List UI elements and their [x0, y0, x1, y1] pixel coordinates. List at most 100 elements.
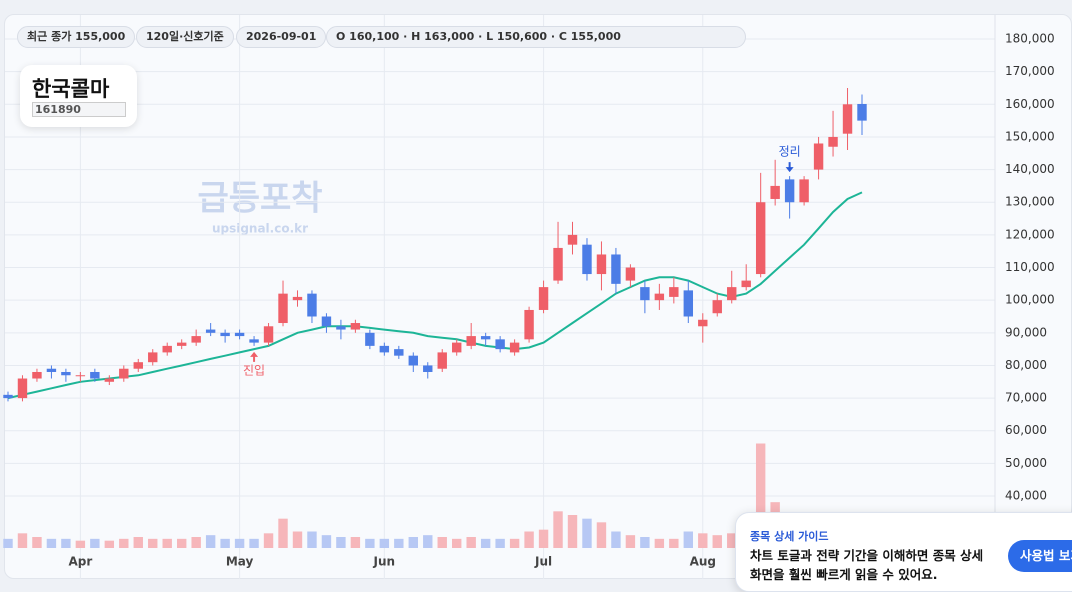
volume-bar: [466, 537, 476, 548]
entry-arrow: [250, 351, 259, 362]
candle-body: [104, 378, 115, 382]
volume-bar: [640, 537, 650, 548]
x-tick-label: Aug: [690, 555, 716, 569]
candle-body: [611, 254, 621, 284]
candle-body: [669, 287, 679, 297]
candle-body: [813, 143, 824, 170]
x-tick-label: Jul: [534, 555, 552, 569]
ma-line: [7, 191, 863, 400]
candle-body: [538, 287, 549, 310]
volume-bar: [524, 531, 534, 548]
volume-bar: [365, 538, 375, 548]
y-tick-label: 100,000: [1005, 293, 1055, 307]
candle-body: [842, 104, 853, 134]
watermark-site: upsignal.co.kr: [212, 222, 308, 236]
candle-body: [857, 103, 867, 121]
volume-bar: [176, 538, 187, 548]
candle-body: [770, 185, 780, 199]
volume-bar: [683, 531, 694, 548]
entry-label: 진입: [243, 363, 265, 377]
volume-bar: [234, 538, 245, 548]
candle-body: [698, 319, 708, 327]
chart-panel: [4, 14, 1072, 579]
pill: 최근 종가 155,000: [17, 26, 136, 48]
candle-body: [683, 290, 694, 317]
candle-body: [755, 202, 766, 275]
candle-body: [596, 254, 607, 275]
stock-box: 한국콜마 161890: [20, 65, 137, 127]
candle-body: [799, 179, 809, 203]
y-tick-label: 150,000: [1005, 129, 1055, 143]
candle-body: [466, 336, 476, 346]
volume-bar: [75, 540, 86, 548]
pill: 2026-09-01: [236, 26, 327, 48]
volume-bar: [408, 537, 418, 548]
y-tick-label: 90,000: [1005, 325, 1047, 339]
volume-bar: [452, 538, 462, 548]
y-tick-label: 50,000: [1005, 456, 1047, 470]
candle-body: [828, 136, 838, 147]
volume-bar: [654, 538, 665, 548]
volume-bar: [321, 535, 332, 548]
candle-body: [75, 375, 86, 377]
candle-body: [350, 323, 361, 330]
volume-bar: [394, 538, 404, 548]
candle-body: [32, 371, 42, 379]
candle-body: [495, 339, 505, 350]
pill: O 160,100 · H 163,000 · L 150,600 · C 15…: [326, 26, 746, 48]
stock-code: 161890: [32, 102, 126, 117]
candle-body: [17, 378, 28, 399]
y-tick-label: 110,000: [1005, 260, 1055, 274]
volume-bar: [32, 537, 42, 548]
guide-button[interactable]: 사용법 보기: [1008, 540, 1072, 572]
candle-body: [437, 352, 447, 369]
volume-bar: [755, 443, 766, 548]
volume-bar: [249, 538, 259, 548]
candle-body: [46, 368, 57, 372]
x-tick-label: May: [226, 555, 254, 569]
candle-body: [90, 371, 100, 379]
volume-bar: [495, 538, 505, 548]
candle-body: [278, 293, 288, 324]
y-tick-label: 130,000: [1005, 195, 1055, 209]
volume-bar: [669, 538, 679, 548]
y-tick-label: 40,000: [1005, 489, 1047, 503]
volume-bar: [596, 522, 607, 548]
candle-body: [176, 342, 187, 346]
y-tick-label: 120,000: [1005, 227, 1055, 241]
pill: 120일·신호기준: [136, 26, 234, 48]
volume-bar: [220, 538, 230, 548]
volume-bar: [263, 533, 274, 548]
candle-body: [249, 339, 259, 343]
candle-body: [379, 345, 390, 353]
x-tick-label: Jun: [373, 555, 396, 569]
volume-bar: [712, 535, 722, 548]
volume-bar: [90, 538, 100, 548]
volume-bar: [350, 537, 361, 548]
guide-text: 차트 토글과 전략 기간을 이해하면 종목 상세 화면을 훨씬 빠르게 읽을 수…: [750, 548, 984, 582]
candle-body: [423, 365, 433, 372]
candle-body: [191, 336, 201, 343]
volume-bar: [698, 533, 708, 548]
candle-body: [654, 293, 665, 301]
stock-name: 한국콜마: [32, 77, 110, 101]
volume-bar: [307, 531, 317, 548]
y-tick-label: 60,000: [1005, 423, 1047, 437]
volume-bar: [61, 538, 71, 548]
volume-bar: [205, 535, 216, 548]
volume-bar: [480, 538, 491, 548]
volume-bar: [336, 537, 346, 548]
volume-bar: [437, 537, 447, 548]
volume-bar: [3, 538, 13, 548]
volume-bar: [104, 540, 115, 548]
exit-label: 정리: [779, 145, 801, 159]
candle-body: [553, 247, 563, 281]
volume-bar: [162, 538, 172, 548]
volume-bar: [553, 511, 563, 548]
volume-bar: [567, 515, 578, 548]
x-tick-label: Apr: [68, 555, 92, 569]
candle-body: [727, 287, 737, 301]
candle-body: [162, 345, 172, 353]
candle-body: [524, 309, 534, 340]
candle-body: [263, 326, 274, 343]
